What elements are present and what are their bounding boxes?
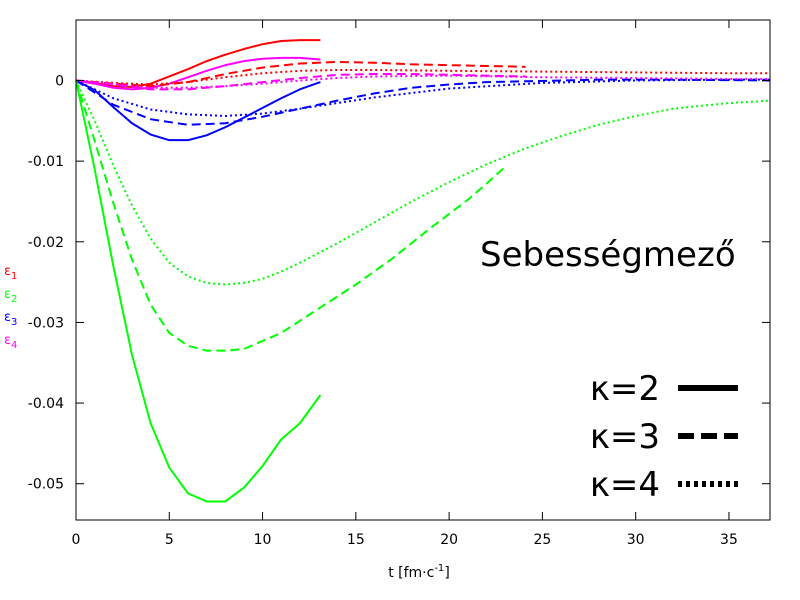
ticks-layer: 0 5 10 15 20 25 30 35 0 -0.01 -0.02 -0.03 -0.04 -0.05: [28, 20, 770, 548]
y-label-symbol: ε: [4, 310, 11, 325]
y-label-symbol: ε: [4, 333, 11, 348]
y-tick-label: -0.04: [28, 396, 64, 412]
x-tick-label: 35: [720, 532, 738, 548]
y-label-eps2: ε2: [4, 287, 17, 305]
y-label-subscript: 4: [11, 340, 17, 351]
y-label-symbol: ε: [4, 287, 11, 302]
y-tick-label: -0.01: [28, 154, 64, 170]
legend-label-dotted: κ=4: [590, 465, 660, 505]
y-label-subscript: 3: [11, 317, 17, 328]
y-label-eps1: ε1: [4, 264, 17, 282]
series-eps3-kappa2: [75, 79, 321, 142]
y-tick-label: -0.02: [28, 235, 64, 251]
y-tick-label: -0.05: [28, 477, 64, 493]
x-tick-label: 20: [440, 532, 458, 548]
x-tick-label: 30: [627, 532, 645, 548]
legend: κ=2 κ=3 κ=4: [590, 369, 738, 505]
plot-frame: [75, 19, 771, 521]
chart-title: Sebességmező: [480, 235, 736, 275]
series-eps4-kappa2: [75, 56, 321, 91]
x-tick-label: 0: [72, 532, 81, 548]
series-eps1-kappa3: [75, 60, 526, 88]
x-axis-label-prefix: t [fm·c: [388, 565, 434, 581]
y-label-eps4: ε4: [4, 333, 17, 351]
y-tick-label: 0: [55, 73, 64, 89]
legend-label-dashed: κ=3: [590, 417, 660, 457]
series-eps3-kappa4: [75, 78, 770, 117]
legend-label-solid: κ=2: [590, 369, 660, 409]
x-tick-label: 15: [347, 532, 365, 548]
y-label-subscript: 1: [11, 271, 17, 282]
x-axis-label: t [fm·c-1]: [388, 563, 450, 581]
y-tick-label: -0.03: [28, 315, 64, 331]
y-label-symbol: ε: [4, 264, 11, 279]
series-eps2-kappa2: [75, 80, 322, 503]
y-label-eps3: ε3: [4, 310, 17, 328]
x-axis-label-sup: -1: [434, 563, 444, 574]
series-eps2-kappa3: [75, 80, 508, 352]
series-eps2-kappa4: [75, 80, 771, 286]
series-eps1-kappa4: [75, 69, 770, 86]
x-tick-label: 10: [254, 532, 272, 548]
series-layer: [75, 39, 771, 503]
x-tick-label: 5: [165, 532, 174, 548]
series-eps1-kappa2: [75, 39, 321, 88]
series-eps3-kappa3: [75, 78, 771, 126]
x-tick-label: 25: [533, 532, 551, 548]
series-eps4-kappa4: [75, 74, 770, 89]
series-eps4-kappa3: [75, 73, 526, 91]
y-label-subscript: 2: [11, 294, 17, 305]
x-axis-label-suffix: ]: [444, 565, 449, 581]
